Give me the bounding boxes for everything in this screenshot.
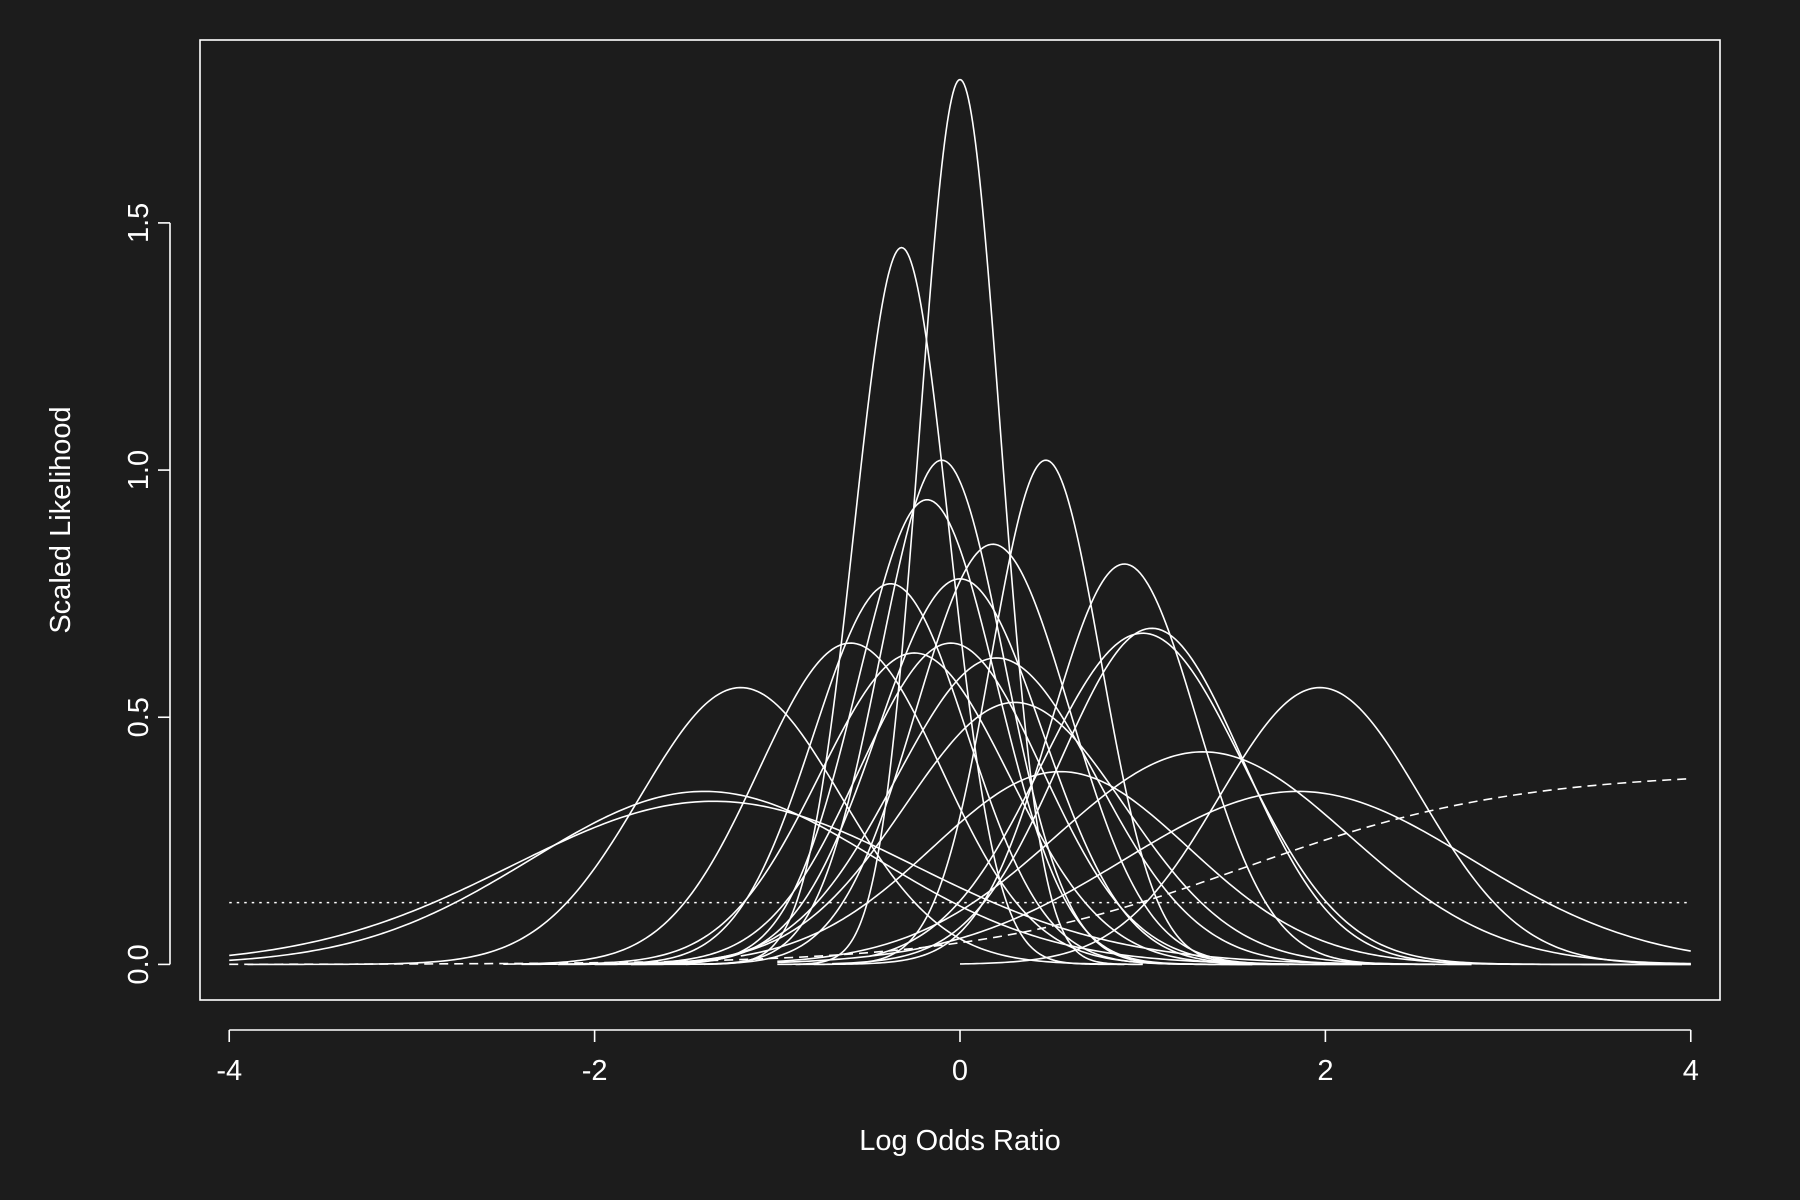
- plot-frame: [199, 39, 1721, 1001]
- likelihood-curve-15: [631, 657, 1436, 966]
- likelihood-curve-19: [777, 751, 1691, 965]
- likelihood-curve-23: [229, 800, 1362, 965]
- x-axis-label: Log Odds Ratio: [859, 1125, 1061, 1157]
- reference-lines: [229, 777, 1691, 966]
- likelihood-curve-12: [503, 642, 1216, 966]
- x-tick-label: -2: [582, 1055, 608, 1087]
- likelihood-curve-20: [740, 770, 1545, 966]
- likelihood-curve-14: [521, 652, 1326, 966]
- x-tick-label: 2: [1317, 1055, 1333, 1087]
- x-tick-label: 4: [1683, 1055, 1699, 1087]
- y-tick-label: 0.5: [123, 697, 155, 737]
- likelihood-curve-11: [868, 632, 1691, 966]
- likelihood-curve-22: [777, 790, 1691, 964]
- likelihood-curve-18: [667, 701, 1472, 966]
- y-tick-label: 1.0: [123, 450, 155, 490]
- likelihood-curve-2: [704, 246, 1125, 966]
- likelihood-curves: [229, 78, 1691, 966]
- likelihood-curve-21: [229, 790, 1253, 965]
- likelihood-curve-6: [685, 543, 1326, 966]
- axis-ticks: -4 -2 0 2 4 0.0 0.5 1.0 1.5: [123, 203, 1699, 1087]
- dashed-reference-curve: [229, 777, 1691, 966]
- y-tick-label: 0.0: [123, 944, 155, 984]
- likelihood-curve-13: [558, 642, 1362, 966]
- y-tick-label: 1.5: [123, 203, 155, 243]
- x-tick-label: 0: [952, 1055, 968, 1087]
- y-axis-label: Scaled Likelihood: [45, 406, 77, 633]
- x-tick-label: -4: [216, 1055, 242, 1087]
